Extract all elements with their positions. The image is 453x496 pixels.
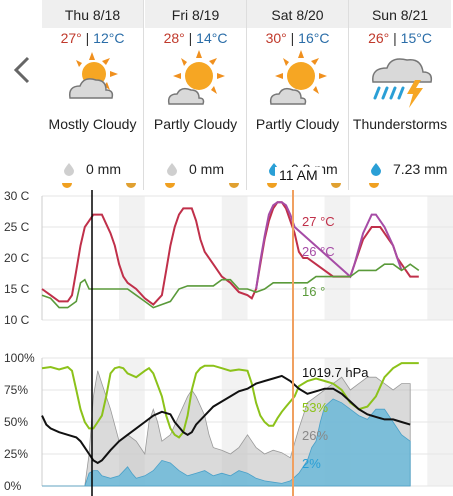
precip-chance-value-label: 2% [302, 456, 321, 471]
precipitation-amount: 0 mm [189, 161, 224, 177]
day-label: Fri 8/19 [145, 0, 246, 28]
sunrise-icon [267, 183, 277, 188]
high-temp: 30° [265, 30, 287, 46]
temp-line [41, 201, 419, 306]
day-card[interactable]: Sat 8/20 30° | 16°C Partly Cloudy 0.8 mm [247, 0, 349, 190]
day-temps: 30° | 16°C [247, 30, 348, 46]
feels-like-value-label: 26 °C [302, 244, 335, 259]
day-card[interactable]: Thu 8/18 27° | 12°C Mostly Cloudy 0 mm [42, 0, 144, 190]
daily-forecast: Thu 8/18 27° | 12°C Mostly Cloudy 0 mm F… [42, 0, 453, 190]
sunset-icon [229, 183, 239, 188]
cursor-time-label: 11 AM [275, 167, 322, 183]
humidity-value-label: 53% [302, 400, 328, 415]
sunset-icon [126, 183, 136, 188]
temp-separator: | [81, 30, 94, 46]
temp-separator: | [184, 30, 197, 46]
chevron-left-icon [13, 56, 30, 84]
low-temp: 12°C [93, 30, 125, 46]
y-tick-label: 25 C [4, 220, 30, 234]
y-axis-ticks: 30 C 25 C 20 C 15 C 10 C 100% 75% 50% 25% 0% [4, 190, 35, 493]
day-label: Thu 8/18 [42, 0, 143, 28]
low-temp: 15°C [400, 30, 432, 46]
y-tick-label: 20 C [4, 251, 30, 265]
sunrise-icon [165, 183, 175, 188]
high-temp: 27° [60, 30, 82, 46]
low-temp: 16°C [298, 30, 330, 46]
y-tick-label: 0% [4, 479, 22, 493]
raindrop-icon [167, 163, 177, 176]
day-temps: 28° | 14°C [145, 30, 246, 46]
partly-cloudy-icon [167, 50, 225, 105]
low-temp: 14°C [196, 30, 228, 46]
humidity-line [41, 362, 419, 439]
y-tick-label: 75% [4, 383, 28, 397]
day-temps: 26° | 15°C [349, 30, 451, 46]
cloud-cover-value-label: 26% [302, 428, 328, 443]
hourly-chart[interactable]: 30 C 25 C 20 C 15 C 10 C 100% 75% 50% 25% 0% 27 °… [0, 190, 453, 496]
temp-value-label: 27 °C [302, 214, 335, 229]
sunrise-icon [62, 183, 72, 188]
high-temp: 26° [368, 30, 390, 46]
y-tick-label: 25% [4, 447, 28, 461]
day-temps: 27° | 12°C [42, 30, 143, 46]
y-tick-label: 100% [4, 351, 35, 365]
day-label: Sat 8/20 [247, 0, 348, 28]
sunrise-icon [369, 183, 379, 188]
condition-label: Mostly Cloudy [48, 116, 137, 132]
temp-separator: | [389, 30, 401, 46]
high-temp: 28° [163, 30, 185, 46]
precip-area [42, 398, 411, 487]
raindrop-icon [64, 163, 74, 176]
cursor-value-labels: 27 °C 26 °C 16 ° 1019.7 hPa 53% 26% 2% [302, 214, 369, 471]
pressure-value-label: 1019.7 hPa [302, 365, 369, 380]
condition-label: Thunderstorms [352, 116, 448, 132]
temp-separator: | [286, 30, 299, 46]
mostly-cloudy-icon [68, 52, 118, 99]
day-card[interactable]: Fri 8/19 28° | 14°C Partly Cloudy 0 mm [145, 0, 247, 190]
condition-label: Partly Cloudy [255, 116, 340, 132]
sunset-icon [331, 183, 341, 188]
raindrop-icon [371, 163, 381, 176]
condition-label: Partly Cloudy [153, 116, 238, 132]
day-card[interactable]: Sun 8/21 26° | 15°C Thunderstorms 7.23 m… [349, 0, 451, 190]
y-tick-label: 50% [4, 415, 28, 429]
y-tick-label: 10 C [4, 313, 30, 327]
previous-days-button[interactable] [8, 52, 36, 88]
day-label: Sun 8/21 [349, 0, 451, 28]
thunderstorm-icon [372, 58, 433, 108]
partly-cloudy-icon [269, 50, 327, 105]
dew-point-value-label: 16 ° [302, 284, 325, 299]
y-tick-label: 15 C [4, 282, 30, 296]
feels-line [255, 201, 403, 290]
precipitation-amount: 0 mm [86, 161, 121, 177]
precipitation-amount: 7.23 mm [393, 161, 448, 177]
y-tick-label: 30 C [4, 190, 30, 203]
